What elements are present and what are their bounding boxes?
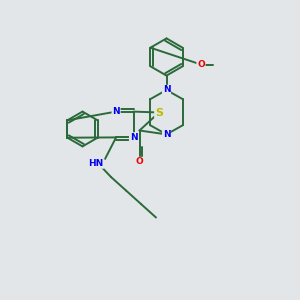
Text: N: N [163, 85, 170, 94]
Text: S: S [155, 107, 163, 118]
Text: N: N [112, 107, 120, 116]
Text: N: N [130, 133, 137, 142]
Text: N: N [163, 130, 170, 139]
Text: HN: HN [88, 159, 104, 168]
Text: O: O [197, 60, 205, 69]
Text: O: O [136, 158, 143, 166]
